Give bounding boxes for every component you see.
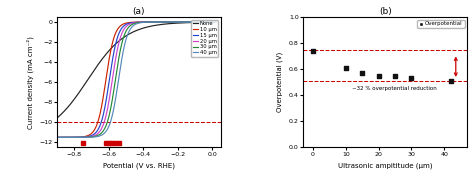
Point xyxy=(447,79,455,82)
30 μm xyxy=(160,21,166,23)
Point xyxy=(358,72,366,75)
Title: (a): (a) xyxy=(133,7,145,16)
40 μm xyxy=(160,21,166,23)
20 μm xyxy=(213,21,219,23)
None xyxy=(45,123,51,126)
40 μm xyxy=(45,136,51,139)
Point xyxy=(408,77,415,80)
None xyxy=(160,23,166,25)
30 μm xyxy=(119,42,125,44)
15 μm xyxy=(45,136,51,139)
None xyxy=(179,22,185,24)
10 μm xyxy=(179,21,185,23)
None xyxy=(113,43,118,45)
20 μm xyxy=(113,56,118,59)
30 μm xyxy=(179,21,185,23)
Line: 15 μm: 15 μm xyxy=(48,22,216,137)
Line: 10 μm: 10 μm xyxy=(48,22,216,137)
15 μm xyxy=(213,21,219,23)
15 μm xyxy=(119,27,125,29)
X-axis label: Potential (V vs. RHE): Potential (V vs. RHE) xyxy=(103,162,175,169)
10 μm xyxy=(160,21,166,23)
10 μm xyxy=(113,32,118,34)
Point xyxy=(391,75,399,78)
40 μm xyxy=(179,21,185,23)
10 μm xyxy=(176,21,182,23)
20 μm xyxy=(176,21,182,23)
None xyxy=(176,22,182,24)
20 μm xyxy=(45,136,51,139)
40 μm xyxy=(176,21,182,23)
Y-axis label: Overpotential (V): Overpotential (V) xyxy=(277,52,283,112)
Line: 20 μm: 20 μm xyxy=(48,22,216,137)
30 μm xyxy=(113,76,118,78)
Legend: None, 10 μm, 15 μm, 20 μm, 30 μm, 40 μm: None, 10 μm, 15 μm, 20 μm, 30 μm, 40 μm xyxy=(191,20,218,57)
30 μm xyxy=(213,21,219,23)
20 μm xyxy=(160,21,166,23)
Text: ~32 % overpotential reduction: ~32 % overpotential reduction xyxy=(352,86,437,91)
15 μm xyxy=(179,21,185,23)
30 μm xyxy=(62,136,68,139)
15 μm xyxy=(176,21,182,23)
10 μm xyxy=(213,21,219,23)
Line: None: None xyxy=(48,22,216,125)
Point xyxy=(309,49,317,52)
10 μm xyxy=(119,24,125,26)
20 μm xyxy=(119,32,125,35)
Line: 40 μm: 40 μm xyxy=(48,22,216,137)
X-axis label: Ultrasonic ampititude (μm): Ultrasonic ampititude (μm) xyxy=(338,162,432,169)
15 μm xyxy=(113,42,118,44)
Point xyxy=(342,66,349,69)
15 μm xyxy=(62,136,68,139)
40 μm xyxy=(213,21,219,23)
Title: (b): (b) xyxy=(379,7,392,16)
30 μm xyxy=(45,136,51,139)
40 μm xyxy=(119,57,125,60)
40 μm xyxy=(62,136,68,139)
None xyxy=(62,109,68,111)
Point xyxy=(375,74,382,77)
10 μm xyxy=(45,136,51,139)
15 μm xyxy=(160,21,166,23)
None xyxy=(213,21,219,23)
20 μm xyxy=(179,21,185,23)
Line: 30 μm: 30 μm xyxy=(48,22,216,137)
Y-axis label: Current density (mA cm⁻²): Current density (mA cm⁻²) xyxy=(26,36,34,129)
30 μm xyxy=(176,21,182,23)
40 μm xyxy=(113,96,118,98)
None xyxy=(119,38,125,40)
Legend: Overpotential: Overpotential xyxy=(417,20,464,28)
20 μm xyxy=(62,136,68,139)
10 μm xyxy=(62,136,68,139)
